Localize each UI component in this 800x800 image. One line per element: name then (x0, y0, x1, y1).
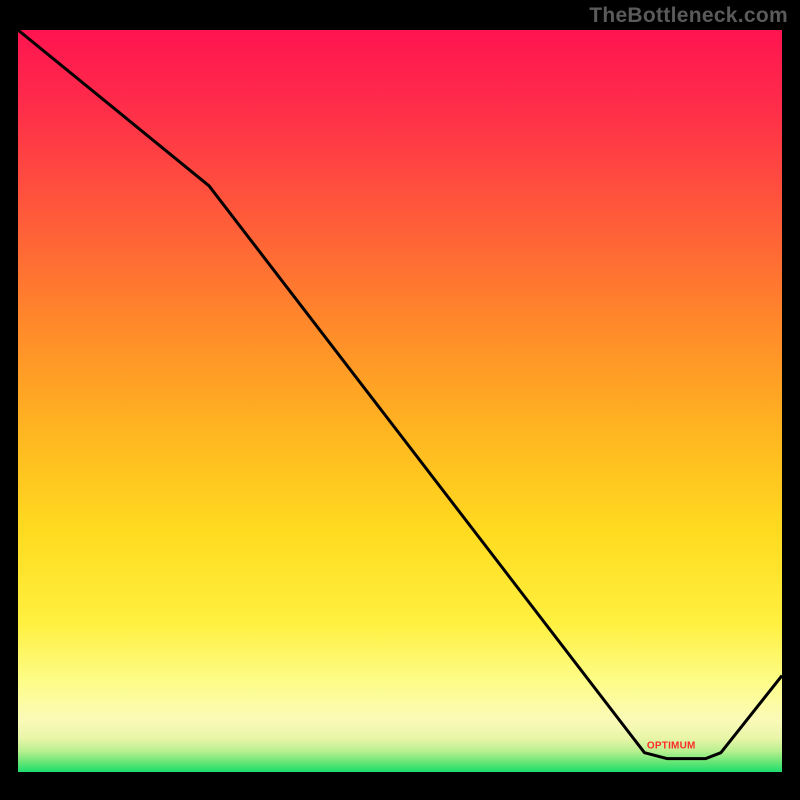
bottleneck-line (18, 30, 782, 772)
chart-container: TheBottleneck.com OPTIMUM (0, 0, 800, 800)
optimum-marker-label: OPTIMUM (647, 741, 696, 752)
plot-area: OPTIMUM (18, 30, 782, 772)
watermark-text: TheBottleneck.com (589, 4, 788, 28)
